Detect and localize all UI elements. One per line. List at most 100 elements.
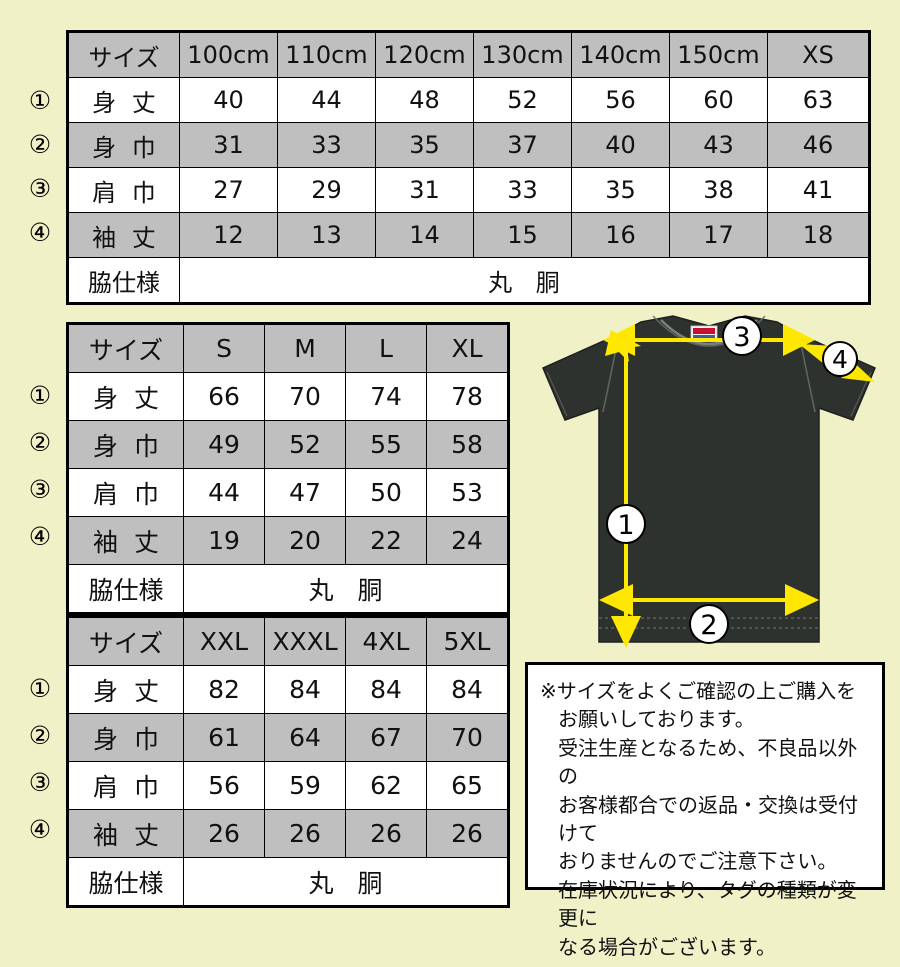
table-row: 身 丈 40 44 48 52 56 60 63	[67, 77, 870, 123]
cell: 56	[183, 761, 265, 810]
cell: 67	[345, 713, 427, 762]
arrowhead-body-width-right	[785, 584, 819, 616]
header-col-100cm: 100cm	[179, 31, 278, 78]
cell: 20	[264, 516, 346, 565]
cell: 61	[183, 713, 265, 762]
cell: 84	[264, 665, 346, 714]
row-label-side-spec: 脇仕様	[67, 257, 180, 304]
marker-2: ②	[28, 721, 52, 750]
cell: 60	[669, 77, 768, 123]
cell: 52	[473, 77, 572, 123]
header-size-label: サイズ	[67, 616, 184, 666]
size-table-adult-large-block: ① ② ③ ④ サイズ XXL XXXL 4XL 5XL 身 丈 82 84 8…	[29, 615, 510, 908]
table-row: 肩 巾 44 47 50 53	[67, 468, 509, 517]
cell: 62	[345, 761, 427, 810]
marker-1: ①	[28, 674, 52, 703]
row-label-body-length: 身 丈	[67, 77, 180, 123]
cell: 15	[473, 212, 572, 258]
cell: 47	[264, 468, 346, 517]
header-col-xl: XL	[426, 323, 509, 373]
cell: 22	[345, 516, 427, 565]
row-label-side-spec: 脇仕様	[67, 857, 184, 907]
header-col-xs: XS	[767, 31, 870, 78]
table-row: 袖 丈 12 13 14 15 16 17 18	[67, 212, 870, 258]
header-col-xxxl: XXXL	[264, 616, 346, 666]
callout-4: 4	[822, 341, 858, 377]
cell: 26	[183, 809, 265, 858]
note-line-1: ※サイズをよくご確認の上ご購入を	[540, 679, 857, 703]
cell: 63	[767, 77, 870, 123]
size-chart-page: ① ② ③ ④ サイズ 100cm 110cm 120cm 130cm 140c…	[28, 30, 885, 959]
callout-2-label: 2	[700, 610, 717, 641]
cell: 48	[375, 77, 474, 123]
cell: 82	[183, 665, 265, 714]
cell: 84	[426, 665, 509, 714]
size-table-adult-small-block: ① ② ③ ④ サイズ S M L XL 身 丈 66 70 74 78 身 巾	[29, 322, 510, 615]
header-size-text: サイズ	[88, 43, 160, 72]
header-col-150cm: 150cm	[669, 31, 768, 78]
row-label-body-width: 身 巾	[67, 122, 180, 168]
cell: 49	[183, 420, 265, 469]
header-col-s: S	[183, 323, 265, 373]
cell: 37	[473, 122, 572, 168]
note-line-5: おりませんのでご注意下さい。	[558, 849, 838, 874]
note-line-7: なる場合がございます。	[558, 934, 776, 959]
cell: 56	[571, 77, 670, 123]
header-col-130cm: 130cm	[473, 31, 572, 78]
cell: 31	[179, 122, 278, 168]
arrowhead-shoulder-right	[783, 324, 815, 356]
note-line-4: お客様都合での返品・交換は受付けて	[558, 792, 858, 845]
row-label-shoulder-width: 肩 巾	[67, 167, 180, 213]
marker-4: ④	[28, 218, 52, 247]
row-label-body-width: 身 巾	[67, 420, 184, 469]
table-row: 袖 丈 19 20 22 24	[67, 516, 509, 565]
cell: 35	[375, 122, 474, 168]
cell: 14	[375, 212, 474, 258]
table-header-row: サイズ S M L XL	[67, 323, 509, 373]
header-col-4xl: 4XL	[345, 616, 427, 666]
marker-3: ③	[28, 174, 52, 203]
row-label-sleeve-length: 袖 丈	[67, 809, 184, 858]
table-row: 身 巾 31 33 35 37 40 43 46	[67, 122, 870, 168]
arrowhead-body-length-bottom	[611, 616, 641, 648]
header-col-140cm: 140cm	[571, 31, 670, 78]
purchase-note-box: ※サイズをよくご確認の上ご購入を お願いしております。 受注生産となるため、不良…	[525, 662, 885, 959]
arrowhead-body-width-left	[599, 584, 633, 616]
cell: 59	[264, 761, 346, 810]
marker-1: ①	[28, 381, 52, 410]
row-label-sleeve-length: 袖 丈	[67, 516, 184, 565]
cell: 52	[264, 420, 346, 469]
marker-2: ②	[28, 428, 52, 457]
brand-tag-icon	[690, 325, 718, 342]
cell: 16	[571, 212, 670, 258]
cell: 26	[345, 809, 427, 858]
marker-4: ④	[28, 522, 52, 551]
cell: 74	[345, 372, 427, 421]
cell: 53	[426, 468, 509, 517]
table-row: 身 巾 49 52 55 58	[67, 420, 509, 469]
row-label-body-width: 身 巾	[67, 713, 184, 762]
table-row: 肩 巾 27 29 31 33 35 38 41	[67, 167, 870, 213]
cell: 65	[426, 761, 509, 810]
cell: 64	[264, 713, 346, 762]
callout-4-label: 4	[832, 345, 848, 374]
row-label-side-spec: 脇仕様	[67, 564, 184, 614]
arrowhead-shoulder-left	[603, 324, 635, 356]
row-label-sleeve-length: 袖 丈	[67, 212, 180, 258]
cell: 13	[277, 212, 376, 258]
cell: 17	[669, 212, 768, 258]
note-line-2: お願いしております。	[558, 707, 755, 732]
cell: 35	[571, 167, 670, 213]
side-spec-value: 丸 胴	[179, 257, 870, 304]
table-row: 肩 巾 56 59 62 65	[67, 761, 509, 810]
side-spec-value: 丸 胴	[183, 564, 509, 614]
cell: 40	[179, 77, 278, 123]
cell: 41	[767, 167, 870, 213]
table-row: 袖 丈 26 26 26 26	[67, 809, 509, 858]
cell: 26	[264, 809, 346, 858]
header-size-label: サイズ	[67, 323, 184, 373]
cell: 58	[426, 420, 509, 469]
cell: 70	[264, 372, 346, 421]
header-col-5xl: 5XL	[426, 616, 509, 666]
header-size-label: サイズ	[67, 31, 180, 78]
